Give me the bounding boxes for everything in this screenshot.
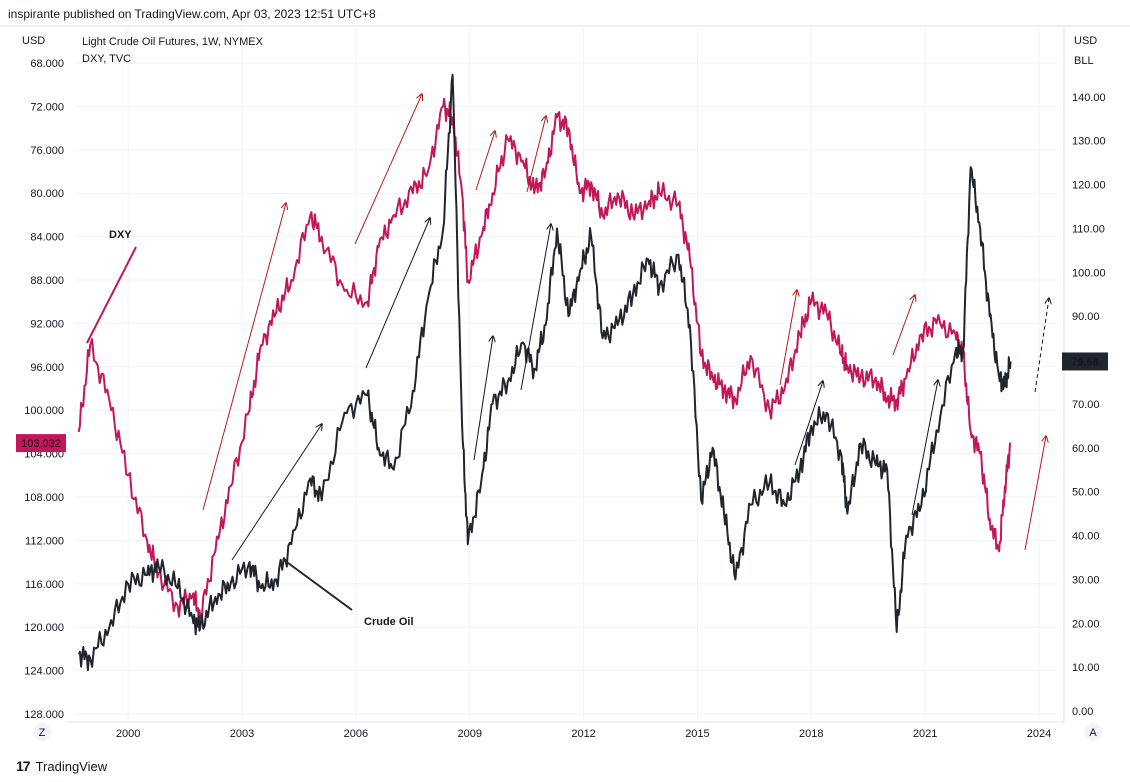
red-trend-arrow bbox=[354, 94, 422, 245]
black-trend-arrow bbox=[794, 381, 823, 466]
left-tick-label: 88.000 bbox=[30, 275, 64, 287]
legend-dxy: DXY, TVC bbox=[82, 53, 131, 65]
x-tick-label: 2018 bbox=[799, 728, 823, 740]
left-tick-label: 108.000 bbox=[24, 492, 64, 504]
left-tick-label: 128.000 bbox=[24, 709, 64, 721]
right-tick-label: 30.00 bbox=[1072, 574, 1100, 586]
trend-arrows bbox=[202, 94, 1049, 561]
oil-price-tag bbox=[1062, 352, 1108, 371]
auto-scale-label: A bbox=[1089, 727, 1097, 739]
right-axis-unit-2: BLL bbox=[1074, 55, 1094, 67]
tradingview-logo-icon: 17 bbox=[16, 758, 31, 774]
left-tick-label: 72.000 bbox=[30, 101, 64, 113]
footer[interactable]: 17 TradingView bbox=[16, 758, 107, 774]
zoom-button-label: Z bbox=[39, 727, 46, 739]
grid bbox=[0, 25, 1130, 723]
right-axis-unit: USD bbox=[1074, 35, 1097, 47]
right-tick-label: 140.00 bbox=[1072, 92, 1106, 104]
crude-oil-annotation: Crude Oil bbox=[364, 616, 414, 628]
right-tick-label: 110.00 bbox=[1072, 223, 1105, 235]
left-tick-label: 100.000 bbox=[24, 405, 64, 417]
red-trend-arrow bbox=[1024, 436, 1046, 551]
right-tick-label: 10.00 bbox=[1072, 662, 1100, 674]
right-tick-label: 60.00 bbox=[1072, 443, 1100, 455]
dxy-price-tag bbox=[16, 434, 66, 453]
left-tick-label: 120.000 bbox=[24, 622, 64, 634]
right-tick-label: 130.00 bbox=[1072, 136, 1106, 148]
right-axis: USD BLL 140.00 130.00 120.00 110.00 100.00 90.0… bbox=[1072, 35, 1106, 718]
left-tick-label: 116.000 bbox=[25, 579, 64, 591]
x-tick-label: 2000 bbox=[116, 728, 140, 740]
series-layer bbox=[77, 73, 1012, 672]
red-trend-arrow bbox=[892, 295, 915, 356]
red-trend-arrow bbox=[526, 116, 546, 193]
right-tick-label: 0.00 bbox=[1072, 706, 1093, 718]
dashed-projection-arrow bbox=[1034, 298, 1049, 393]
publisher-info: inspirante published on TradingView.com,… bbox=[8, 7, 376, 21]
dxy-price-tag-label: 103.032 bbox=[21, 438, 61, 450]
red-trend-arrow bbox=[779, 290, 797, 386]
brand-name: TradingView bbox=[35, 758, 108, 774]
left-tick-label: 112.000 bbox=[25, 535, 64, 547]
red-trend-arrow bbox=[202, 203, 286, 511]
left-axis: USD 68.000 72.000 76.000 80.000 84.000 88.000 9… bbox=[22, 35, 64, 721]
x-tick-label: 2009 bbox=[457, 728, 481, 740]
right-tick-label: 20.00 bbox=[1072, 618, 1100, 630]
x-tick-label: 2021 bbox=[913, 728, 937, 740]
right-tick-label: 70.00 bbox=[1072, 399, 1100, 411]
x-tick-label: 2015 bbox=[685, 728, 709, 740]
x-tick-label: 2024 bbox=[1027, 728, 1051, 740]
left-axis-unit: USD bbox=[22, 35, 45, 47]
left-tick-label: 96.000 bbox=[30, 362, 64, 374]
left-tick-label: 68.000 bbox=[30, 58, 64, 70]
right-tick-label: 100.00 bbox=[1072, 267, 1106, 279]
oil-price-tag-label: 79.68 bbox=[1071, 356, 1099, 368]
left-tick-label: 80.000 bbox=[30, 188, 64, 200]
left-tick-label: 76.000 bbox=[30, 145, 64, 157]
right-tick-label: 120.00 bbox=[1072, 180, 1106, 192]
left-tick-label: 84.000 bbox=[30, 232, 64, 244]
black-trend-arrow bbox=[231, 424, 322, 561]
x-tick-label: 2003 bbox=[230, 728, 254, 740]
black-trend-arrow bbox=[473, 336, 493, 461]
black-trend-arrow bbox=[911, 380, 938, 516]
dxy-series-line bbox=[77, 97, 1011, 623]
legend-oil: Light Crude Oil Futures, 1W, NYMEX bbox=[82, 36, 264, 48]
red-trend-arrow bbox=[475, 131, 495, 191]
x-tick-label: 2006 bbox=[344, 728, 368, 740]
crude-pointer-line bbox=[283, 559, 353, 611]
crude-oil-series-line bbox=[77, 73, 1012, 672]
dxy-pointer-line bbox=[86, 246, 137, 344]
right-tick-label: 50.00 bbox=[1072, 487, 1100, 499]
x-tick-label: 2012 bbox=[571, 728, 595, 740]
right-tick-label: 40.00 bbox=[1072, 531, 1100, 543]
black-trend-arrow bbox=[365, 218, 430, 369]
auto-scale-button[interactable] bbox=[1084, 723, 1102, 741]
annotations: Light Crude Oil Futures, 1W, NYMEX DXY, T… bbox=[16, 36, 1108, 628]
black-trend-arrow bbox=[520, 224, 551, 391]
x-axis: 2000 2003 2006 2009 2012 2015 2018 2021 2024 Z A bbox=[33, 723, 1102, 741]
left-tick-label: 92.000 bbox=[30, 318, 64, 330]
dxy-annotation: DXY bbox=[109, 229, 132, 241]
right-tick-label: 90.00 bbox=[1072, 311, 1100, 323]
left-tick-label: 124.000 bbox=[24, 666, 64, 678]
zoom-button[interactable] bbox=[33, 723, 51, 741]
